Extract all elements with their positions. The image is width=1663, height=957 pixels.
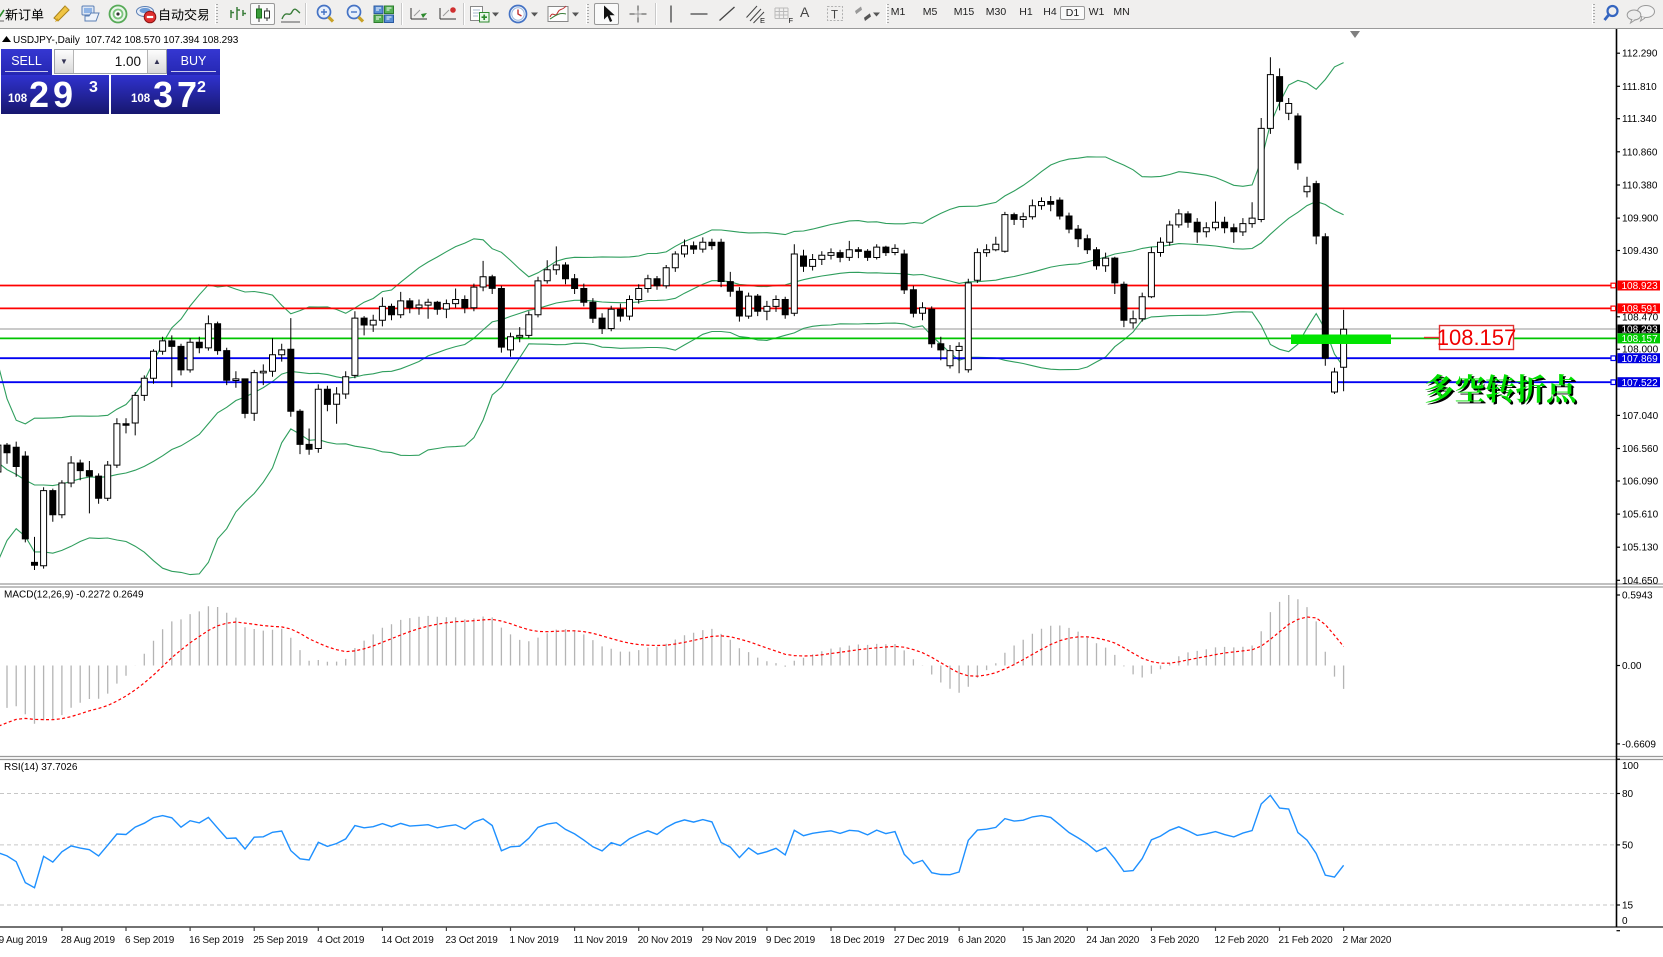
svg-text:108.293: 108.293 (1622, 325, 1659, 336)
svg-text:9 Dec 2019: 9 Dec 2019 (766, 935, 816, 946)
svg-text:14 Oct 2019: 14 Oct 2019 (381, 935, 434, 946)
svg-text:106.560: 106.560 (1622, 444, 1659, 455)
svg-text:-0.6609: -0.6609 (1622, 739, 1656, 750)
svg-text:3 Feb 2020: 3 Feb 2020 (1150, 935, 1199, 946)
svg-text:110.860: 110.860 (1622, 147, 1658, 158)
svg-text:104.650: 104.650 (1622, 576, 1659, 587)
svg-text:105.130: 105.130 (1622, 543, 1659, 554)
svg-text:107.522: 107.522 (1622, 378, 1659, 389)
svg-text:0.5943: 0.5943 (1622, 591, 1653, 602)
svg-text:27 Dec 2019: 27 Dec 2019 (894, 935, 949, 946)
svg-text:21 Feb 2020: 21 Feb 2020 (1279, 935, 1334, 946)
svg-text:107.040: 107.040 (1622, 411, 1659, 422)
svg-text:100: 100 (1622, 761, 1639, 772)
svg-text:108.000: 108.000 (1622, 345, 1659, 356)
svg-text:2 Mar 2020: 2 Mar 2020 (1343, 935, 1392, 946)
svg-text:USDJPY-,Daily 107.742 108.570: USDJPY-,Daily 107.742 108.570 107.394 10… (13, 35, 239, 46)
svg-text:6 Jan 2020: 6 Jan 2020 (958, 935, 1006, 946)
svg-text:6 Sep 2019: 6 Sep 2019 (125, 935, 175, 946)
svg-text:T: T (831, 10, 838, 22)
svg-text:108.470: 108.470 (1622, 312, 1659, 323)
svg-text:F: F (789, 16, 794, 25)
svg-text:15: 15 (1622, 901, 1634, 912)
svg-text:1 Nov 2019: 1 Nov 2019 (510, 935, 560, 946)
svg-text:111.340: 111.340 (1622, 114, 1657, 125)
svg-text:112.290: 112.290 (1622, 49, 1658, 60)
svg-text:RSI(14) 37.7026: RSI(14) 37.7026 (4, 762, 78, 773)
svg-text:25 Sep 2019: 25 Sep 2019 (253, 935, 308, 946)
svg-text:108.157: 108.157 (1622, 334, 1659, 345)
svg-text:109.900: 109.900 (1622, 214, 1659, 225)
svg-text:110.380: 110.380 (1622, 181, 1658, 192)
svg-text:28 Aug 2019: 28 Aug 2019 (61, 935, 116, 946)
svg-text:107.869: 107.869 (1622, 354, 1659, 365)
svg-text:24 Jan 2020: 24 Jan 2020 (1086, 935, 1139, 946)
svg-text:12 Feb 2020: 12 Feb 2020 (1215, 935, 1270, 946)
svg-text:16 Sep 2019: 16 Sep 2019 (189, 935, 244, 946)
svg-text:MACD(12,26,9) -0.2272 0.2649: MACD(12,26,9) -0.2272 0.2649 (4, 590, 144, 601)
svg-text:108.157: 108.157 (1437, 325, 1517, 350)
svg-text:18 Dec 2019: 18 Dec 2019 (830, 935, 885, 946)
svg-text:E: E (760, 16, 765, 25)
svg-text:80: 80 (1622, 789, 1634, 800)
svg-text:15 Jan 2020: 15 Jan 2020 (1022, 935, 1075, 946)
svg-text:109.430: 109.430 (1622, 246, 1659, 257)
svg-text:105.610: 105.610 (1622, 510, 1659, 521)
svg-text:19 Aug 2019: 19 Aug 2019 (0, 935, 48, 946)
svg-text:20 Nov 2019: 20 Nov 2019 (638, 935, 693, 946)
svg-text:29 Nov 2019: 29 Nov 2019 (702, 935, 757, 946)
svg-text:4 Oct 2019: 4 Oct 2019 (317, 935, 365, 946)
svg-text:106.090: 106.090 (1622, 477, 1659, 488)
svg-text:23 Oct 2019: 23 Oct 2019 (445, 935, 498, 946)
svg-text:0: 0 (1622, 916, 1628, 927)
svg-text:111.810: 111.810 (1622, 82, 1657, 93)
svg-text:108.591: 108.591 (1622, 304, 1659, 315)
svg-text:108.923: 108.923 (1622, 281, 1659, 292)
svg-text:50: 50 (1622, 840, 1634, 851)
svg-text:0.00: 0.00 (1622, 661, 1642, 672)
svg-text:11 Nov 2019: 11 Nov 2019 (574, 935, 628, 946)
